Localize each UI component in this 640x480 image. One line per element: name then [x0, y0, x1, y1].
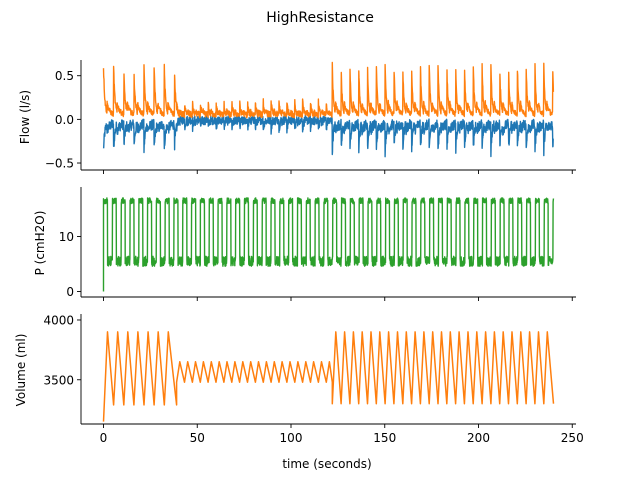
figure-title: HighResistance — [266, 10, 374, 26]
x-tick-label-5: 250 — [561, 431, 584, 445]
x-tick-label-3: 150 — [373, 431, 396, 445]
series-line-2-0 — [102, 331, 555, 422]
y-tick-label-2-0: 3500 — [43, 373, 74, 387]
x-tick-label-4: 200 — [467, 431, 490, 445]
x-tick-label-1: 50 — [190, 431, 205, 445]
y-tick-label-0-1: 0.0 — [55, 113, 74, 127]
volume-ylabel: Volume (ml) — [14, 334, 28, 407]
series-line-0-0 — [102, 114, 554, 158]
x-axis-label: time (seconds) — [282, 457, 371, 471]
y-tick-label-1-1: 10 — [59, 230, 74, 244]
series-line-0-1 — [102, 61, 555, 119]
volume-panel: Volume (ml) 3500 4000 0 50 100 150 200 250 — [14, 313, 584, 445]
x-tick-label-2: 100 — [280, 431, 303, 445]
y-tick-label-1-0: 0 — [66, 285, 74, 299]
flow-panel: Flow (l/s) −0.5 0.0 0.5 — [18, 60, 576, 174]
y-tick-label-0-0: −0.5 — [45, 157, 74, 171]
y-tick-label-0-2: 0.5 — [55, 69, 74, 83]
y-tick-label-2-1: 4000 — [43, 313, 74, 327]
series-line-1-0 — [102, 197, 555, 292]
pressure-panel: P (cmH2O) 0 10 — [33, 187, 576, 301]
flow-ylabel: Flow (l/s) — [18, 90, 32, 144]
pressure-ylabel: P (cmH2O) — [33, 211, 47, 276]
x-tick-label-0: 0 — [100, 431, 108, 445]
